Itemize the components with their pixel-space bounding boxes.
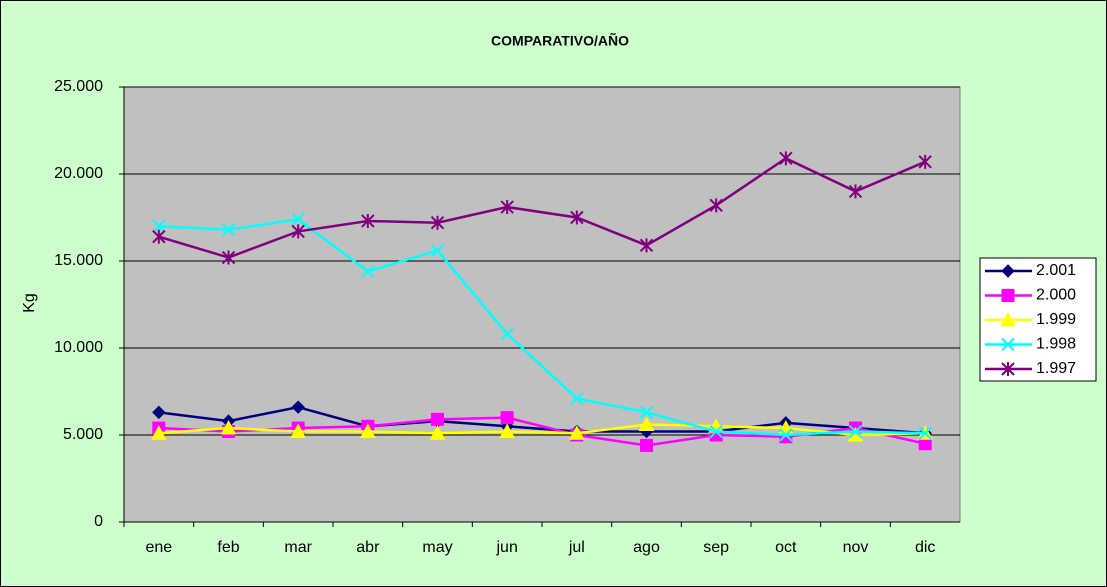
marker [570, 210, 584, 225]
marker [638, 416, 655, 432]
marker [639, 238, 654, 253]
legend-label: 2.001 [1036, 262, 1076, 279]
x-tick-label: abr [356, 539, 380, 556]
marker [150, 425, 167, 440]
marker [291, 224, 305, 239]
marker [848, 184, 863, 199]
legend-label: 1.999 [1036, 311, 1076, 328]
marker [152, 405, 166, 420]
marker [361, 213, 375, 228]
marker [430, 243, 445, 258]
y-tick-label: 5.000 [63, 426, 103, 443]
marker [359, 423, 376, 439]
legend-marker [1000, 311, 1016, 327]
y-tick-label: 0 [94, 513, 103, 530]
legend-marker [1001, 289, 1015, 302]
y-tick-label: 25.000 [54, 78, 103, 95]
x-tick-label: oct [775, 539, 797, 556]
series-line [158, 217, 926, 437]
legend-marker [1001, 264, 1015, 278]
y-axis-label: Kg [21, 293, 38, 313]
series-line [158, 405, 926, 435]
marker [499, 423, 516, 439]
marker [152, 219, 166, 233]
marker [570, 391, 584, 406]
x-tick-label: nov [843, 539, 869, 556]
x-tick-label: sep [703, 539, 729, 556]
marker [568, 425, 585, 440]
marker [500, 200, 514, 215]
marker [918, 154, 932, 169]
marker [709, 424, 723, 439]
marker [361, 264, 375, 279]
marker [221, 250, 236, 265]
y-tick-label: 20.000 [54, 165, 103, 182]
marker [848, 424, 863, 439]
series-line [158, 423, 926, 437]
legend-marker [1001, 337, 1015, 352]
legend-marker [1001, 362, 1015, 376]
marker [290, 423, 307, 439]
marker [918, 426, 932, 440]
x-tick-label: ago [633, 539, 660, 556]
marker [640, 438, 653, 452]
x-tick-label: may [422, 539, 452, 556]
chart-title: COMPARATIVO/AÑO [491, 32, 629, 49]
marker [431, 412, 444, 426]
legend-label: 1.998 [1036, 336, 1076, 353]
marker [500, 411, 514, 425]
x-tick-label: ene [145, 539, 172, 556]
marker [500, 327, 514, 341]
y-tick-label: 10.000 [54, 339, 103, 356]
marker [429, 425, 446, 440]
x-tick-label: jun [495, 539, 517, 556]
marker [291, 212, 305, 226]
x-tick-label: dic [915, 539, 935, 556]
legend-label: 2.000 [1036, 287, 1076, 304]
x-tick-label: mar [284, 539, 312, 556]
marker [779, 151, 793, 166]
y-tick-label: 15.000 [54, 252, 103, 269]
marker [152, 229, 166, 244]
marker [221, 222, 236, 237]
marker [430, 215, 445, 230]
plot-area [123, 86, 961, 523]
marker [709, 198, 723, 213]
series-line [158, 156, 926, 259]
marker [639, 405, 654, 420]
x-tick-label: feb [217, 539, 239, 556]
marker [779, 428, 793, 442]
legend-label: 1.997 [1036, 360, 1076, 377]
marker [291, 400, 305, 414]
marker [220, 419, 237, 435]
x-tick-label: jul [568, 539, 585, 556]
